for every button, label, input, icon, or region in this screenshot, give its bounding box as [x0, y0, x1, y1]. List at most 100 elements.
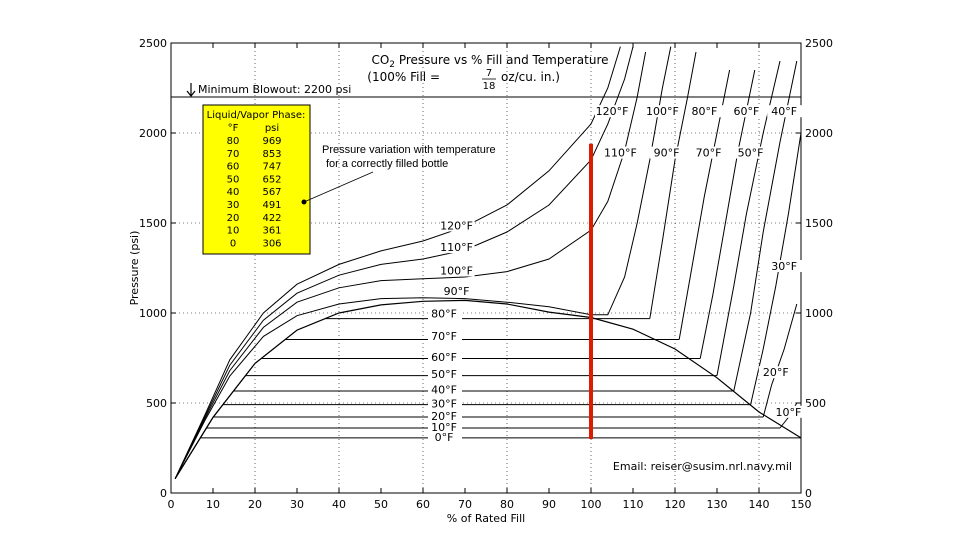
isotherm-curve [174, 46, 672, 479]
isotherm-top-label: 120°F [596, 105, 629, 118]
subtitle-left: (100% Fill = [367, 70, 440, 84]
y-tick-label-right: 1000 [805, 307, 833, 320]
x-tick-label: 120 [665, 498, 686, 511]
table-title: Liquid/Vapor Phase: [207, 110, 306, 121]
isotherm-label: 0°F [435, 431, 454, 444]
isotherm-label-bg [440, 241, 475, 254]
isotherm-top-label-bg [687, 105, 724, 118]
isotherm-label: 100°F [440, 265, 473, 278]
isotherm-top-label: 20°F [763, 366, 789, 379]
x-tick-label: 80 [500, 498, 514, 511]
isotherm-label-bg [440, 264, 475, 277]
table-cell-temp: 60 [227, 162, 240, 173]
arrow-head [186, 90, 196, 97]
isotherm-label: 40°F [431, 383, 457, 396]
isotherm-liquid [699, 69, 756, 359]
isotherm-top-label-bg [733, 146, 770, 159]
isotherm-label: 60°F [431, 351, 457, 364]
x-axis-label: % of Rated Fill [447, 512, 525, 525]
y-tick-label-right: 0 [805, 487, 812, 500]
isotherm-label-bg [428, 330, 462, 343]
table-cell-temp: 30 [227, 200, 240, 211]
isotherm-top-label: 70°F [696, 147, 722, 160]
isotherm-top-label-bg [649, 146, 686, 159]
isotherm-top-label-bg [771, 405, 808, 418]
table-cell-temp: 80 [227, 136, 240, 147]
x-tick-label: 90 [542, 498, 556, 511]
y-tick-label: 2000 [139, 127, 167, 140]
isotherm-label: 50°F [431, 368, 457, 381]
y-tick-label-right: 2000 [805, 127, 833, 140]
isotherm-top-label-bg [603, 146, 640, 159]
saturation-dome-line [174, 299, 802, 479]
subtitle-numerator: 7 [486, 68, 492, 79]
isotherm-labels: 0°F10°F10°F20°F20°F30°F30°F40°F40°F50°F5… [428, 105, 808, 444]
isotherm-top-label-bg [767, 105, 804, 118]
y-tick-label: 0 [160, 487, 167, 500]
table-cell-psi: 853 [262, 149, 281, 160]
email-text: Email: reiser@susim.nrl.navy.mil [613, 460, 792, 473]
x-tick-label: 10 [206, 498, 220, 511]
isotherm-label-bg [428, 397, 462, 410]
isotherm-label-bg [428, 368, 462, 380]
x-tick-label: 70 [458, 498, 472, 511]
isotherm-label: 120°F [440, 220, 473, 233]
table-cell-psi: 491 [262, 200, 281, 211]
isotherm-label: 80°F [431, 308, 457, 321]
isotherm-top-label-bg [691, 146, 728, 159]
isotherm-top-label: 30°F [771, 260, 797, 273]
isotherm-top-label: 10°F [775, 406, 801, 419]
subtitle-right: oz/cu. in.) [501, 70, 560, 84]
y-axis-label: Pressure (psi) [128, 231, 141, 306]
x-tick-label: 20 [248, 498, 262, 511]
isotherm-top-label: 100°F [646, 105, 679, 118]
isotherm-top-label-bg [645, 105, 682, 118]
table-rows: 80 969 70 853 60 747 50 652 40 567 30 491 20 422 10 361… [227, 136, 282, 249]
liquid-vapor-lines [200, 318, 801, 439]
table-cell-temp: 20 [227, 213, 240, 224]
isotherm-label-bg [428, 383, 462, 396]
isotherm-vapor [174, 358, 262, 479]
table-cell-temp: 0 [230, 238, 236, 249]
x-axis-ticks: 0 10 20 30 40 50 60 70 80 90 100 110 120 130 140 150 [168, 43, 812, 511]
y-tick-label-right: 500 [805, 397, 826, 410]
isotherm-label-bg [428, 421, 462, 434]
note-line-1: Pressure variation with temperature [322, 144, 496, 156]
table-cell-temp: 10 [227, 226, 240, 237]
isotherm-label-bg [428, 350, 462, 363]
y-tick-label: 1000 [139, 307, 167, 320]
isotherm-curve [174, 51, 647, 479]
isotherm-vapor [174, 318, 326, 479]
blowout-label: Minimum Blowout: 2200 psi [198, 83, 351, 96]
isotherm-top-label: 80°F [691, 105, 717, 118]
isotherm-top-label: 40°F [771, 105, 797, 118]
table-header-f: °F [228, 123, 239, 134]
x-tick-label: 0 [168, 498, 175, 511]
note-pointer-dot [301, 199, 307, 205]
table-cell-psi: 306 [262, 238, 281, 249]
table-background [202, 104, 311, 255]
isotherm-label-bg [440, 219, 475, 232]
x-tick-label: 150 [791, 498, 812, 511]
isotherm-vapor [174, 339, 286, 479]
isotherm-top-label-bg [729, 105, 766, 118]
table-cell-psi: 422 [262, 213, 281, 224]
table-cell-temp: 70 [227, 149, 240, 160]
isotherm-top-label-bg [758, 366, 795, 379]
x-tick-label: 100 [581, 498, 602, 511]
y-tick-label: 1500 [139, 217, 167, 230]
isotherm-label: 70°F [431, 330, 457, 343]
isotherm-liquid [762, 303, 798, 418]
x-tick-label: 40 [332, 498, 346, 511]
isotherm-label-bg [428, 409, 462, 422]
table-cell-psi: 361 [262, 226, 281, 237]
isotherm-label: 20°F [431, 410, 457, 423]
isotherm-label: 90°F [444, 285, 470, 298]
isotherm-curve [174, 46, 621, 479]
isotherm-label: 110°F [440, 241, 473, 254]
isotherm-label-bg [440, 285, 475, 298]
isotherm-top-label-bg [595, 105, 631, 118]
chart-title: CO2 Pressure vs % Fill and Temperature (… [367, 53, 608, 92]
